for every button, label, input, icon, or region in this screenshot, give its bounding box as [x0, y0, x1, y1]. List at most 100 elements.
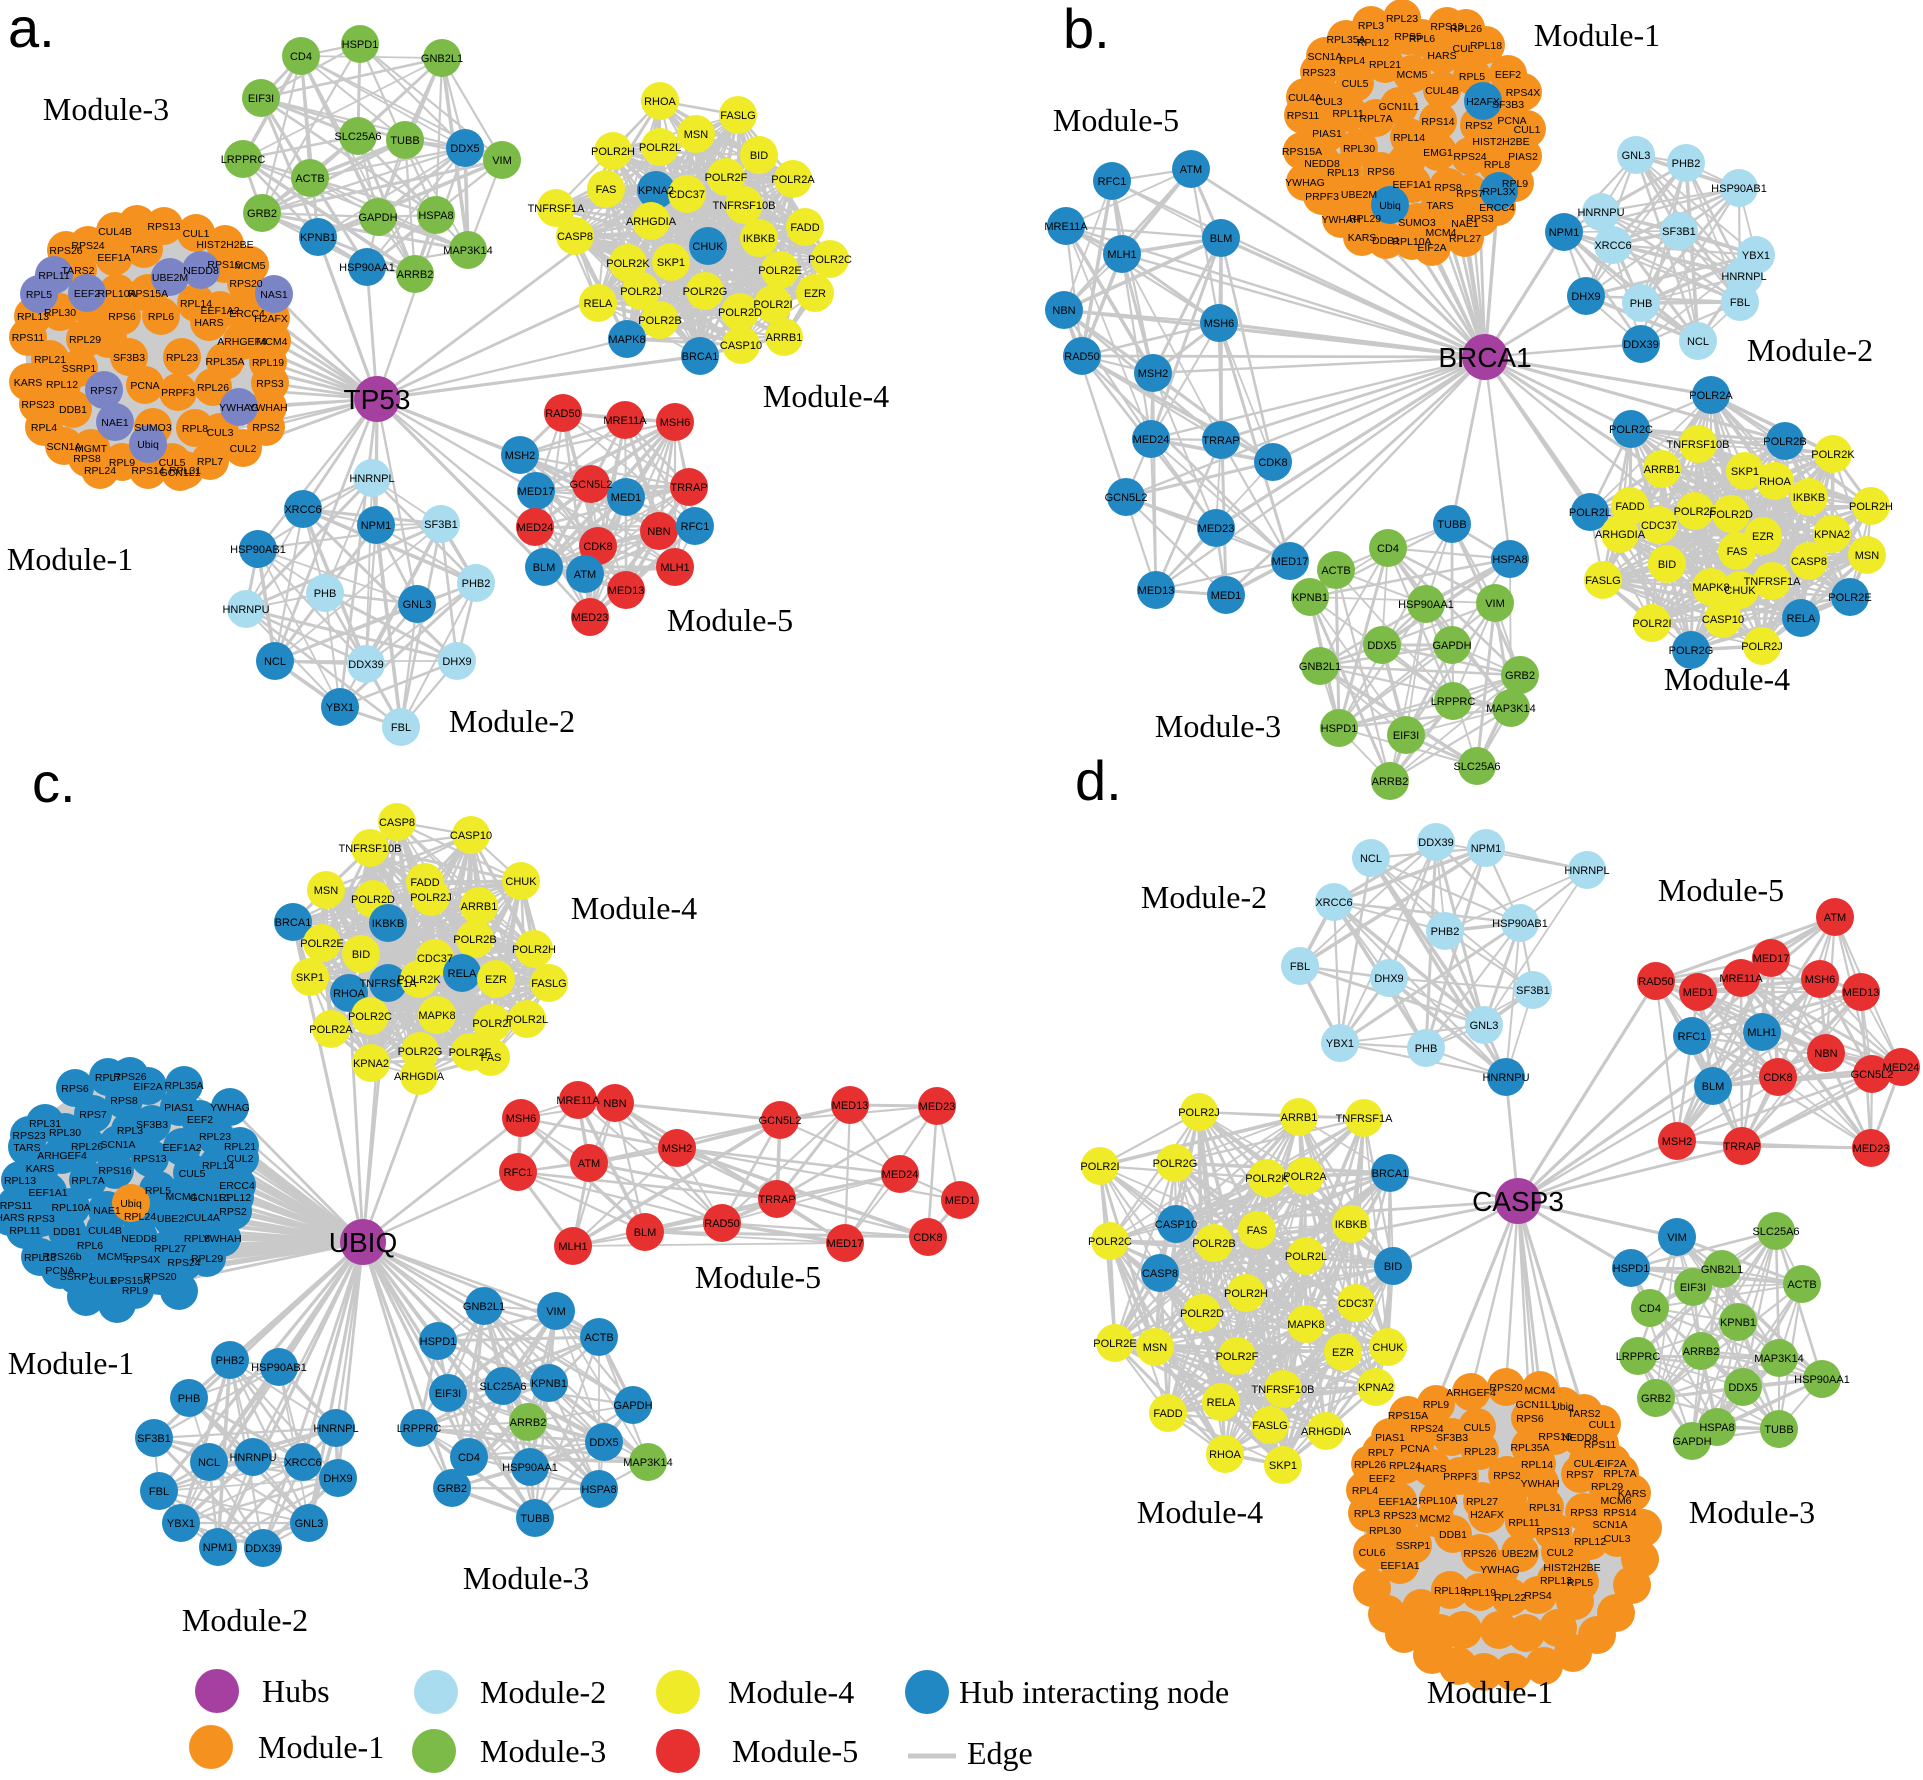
- svg-text:ARHGDIA: ARHGDIA: [626, 216, 677, 228]
- svg-text:GAPDH: GAPDH: [613, 1400, 652, 1412]
- svg-text:RPL30: RPL30: [44, 307, 76, 319]
- svg-text:RPS16: RPS16: [207, 259, 240, 271]
- svg-text:NEDD8: NEDD8: [183, 265, 219, 277]
- svg-text:MAP3K14: MAP3K14: [1486, 703, 1536, 715]
- svg-text:SSRP1: SSRP1: [62, 363, 97, 375]
- svg-text:RPS7: RPS7: [90, 385, 118, 397]
- svg-text:TNFRSF10B: TNFRSF10B: [339, 843, 402, 855]
- svg-text:EIF2A: EIF2A: [1597, 1458, 1626, 1470]
- svg-text:RPL4: RPL4: [1352, 1485, 1378, 1497]
- svg-text:GRB2: GRB2: [247, 208, 277, 220]
- svg-text:RPL12: RPL12: [1357, 37, 1389, 49]
- svg-text:POLR2J: POLR2J: [410, 892, 452, 904]
- svg-text:NAE1: NAE1: [101, 417, 129, 429]
- svg-text:POLR2F: POLR2F: [449, 1047, 492, 1059]
- svg-text:MCM6: MCM6: [1601, 1495, 1632, 1507]
- svg-text:RPS3: RPS3: [27, 1213, 55, 1225]
- svg-text:MSH6: MSH6: [506, 1113, 537, 1125]
- svg-text:YBX1: YBX1: [1742, 250, 1770, 262]
- svg-text:RPL3: RPL3: [117, 1125, 143, 1137]
- svg-text:CUL4A: CUL4A: [186, 1212, 220, 1224]
- svg-text:RPL7: RPL7: [95, 1072, 121, 1084]
- svg-text:EEF2: EEF2: [1495, 69, 1521, 81]
- svg-text:RAD50: RAD50: [704, 1218, 739, 1230]
- svg-text:RPL9: RPL9: [1502, 178, 1528, 190]
- svg-text:SSRP1: SSRP1: [60, 1271, 95, 1283]
- svg-text:BRCA1: BRCA1: [275, 917, 312, 929]
- svg-text:Module-2: Module-2: [449, 703, 575, 739]
- svg-text:ERCC4: ERCC4: [1479, 202, 1515, 214]
- svg-text:RPS13: RPS13: [133, 1153, 166, 1165]
- svg-text:GCN5L2: GCN5L2: [759, 1115, 802, 1127]
- svg-text:NPM1: NPM1: [203, 1542, 234, 1554]
- svg-text:TARS2: TARS2: [61, 265, 94, 277]
- svg-text:EEF2: EEF2: [1369, 1473, 1395, 1485]
- svg-text:KARS: KARS: [1348, 232, 1377, 244]
- svg-text:NAS1: NAS1: [260, 289, 288, 301]
- svg-text:RAD50: RAD50: [1638, 976, 1673, 988]
- svg-text:RPL7A: RPL7A: [1603, 1468, 1636, 1480]
- svg-text:RPS24: RPS24: [167, 1257, 200, 1269]
- svg-text:EZR: EZR: [485, 974, 507, 986]
- svg-text:HSP90AA1: HSP90AA1: [502, 1462, 558, 1474]
- svg-text:POLR2F: POLR2F: [705, 172, 748, 184]
- svg-text:CDC37: CDC37: [669, 189, 705, 201]
- svg-text:RPL26: RPL26: [1450, 23, 1482, 35]
- svg-text:YWHAH: YWHAH: [1520, 1478, 1559, 1490]
- svg-text:MSH6: MSH6: [660, 417, 691, 429]
- svg-text:CDK8: CDK8: [1258, 457, 1287, 469]
- svg-text:XRCC6: XRCC6: [1315, 897, 1352, 909]
- svg-text:YWHAG: YWHAG: [1285, 177, 1325, 189]
- svg-text:RPL7A: RPL7A: [71, 1175, 104, 1187]
- svg-text:RPL13: RPL13: [1327, 167, 1359, 179]
- svg-text:RPL11: RPL11: [9, 1225, 40, 1237]
- svg-text:RPL6: RPL6: [1409, 33, 1435, 45]
- svg-text:NCL: NCL: [1360, 853, 1382, 865]
- svg-text:ACTB: ACTB: [584, 1332, 613, 1344]
- svg-text:HARS: HARS: [0, 1212, 25, 1224]
- svg-text:NBN: NBN: [603, 1098, 626, 1110]
- svg-text:H2AFX: H2AFX: [1470, 1509, 1504, 1521]
- svg-text:RPL7A: RPL7A: [1359, 113, 1392, 125]
- svg-text:MLH1: MLH1: [558, 1241, 587, 1253]
- svg-text:TRRAP: TRRAP: [670, 482, 707, 494]
- svg-text:RPS14: RPS14: [1421, 116, 1454, 128]
- svg-text:MSN: MSN: [684, 129, 709, 141]
- svg-text:HSPA8: HSPA8: [1492, 554, 1527, 566]
- svg-text:RPL29: RPL29: [1591, 1481, 1623, 1493]
- svg-text:POLR2H: POLR2H: [591, 146, 635, 158]
- svg-text:PHB: PHB: [178, 1393, 201, 1405]
- svg-text:MED24: MED24: [517, 522, 554, 534]
- svg-text:BLM: BLM: [634, 1227, 657, 1239]
- svg-text:ARRB1: ARRB1: [461, 901, 498, 913]
- svg-text:HSPD1: HSPD1: [420, 1336, 457, 1348]
- svg-text:VIM: VIM: [492, 155, 512, 167]
- svg-text:ERCC4: ERCC4: [229, 308, 265, 320]
- svg-text:ARRB2: ARRB2: [1372, 776, 1409, 788]
- svg-text:RPL26: RPL26: [197, 382, 229, 394]
- svg-text:RPS3: RPS3: [1466, 213, 1494, 225]
- svg-text:RPS4X: RPS4X: [126, 1254, 160, 1266]
- svg-text:HNRNPU: HNRNPU: [1482, 1072, 1529, 1084]
- svg-text:MED17: MED17: [1753, 953, 1790, 965]
- svg-text:HNRNPU: HNRNPU: [229, 1452, 276, 1464]
- svg-text:XRCC6: XRCC6: [284, 504, 321, 516]
- svg-text:a.: a.: [8, 0, 55, 59]
- svg-text:POLR2A: POLR2A: [771, 174, 815, 186]
- svg-text:MSH6: MSH6: [1805, 974, 1836, 986]
- svg-text:HIST2H2BE: HIST2H2BE: [196, 239, 253, 251]
- svg-text:PCNA: PCNA: [130, 380, 159, 392]
- svg-text:POLR2L: POLR2L: [506, 1014, 548, 1026]
- svg-text:DDX5: DDX5: [1367, 640, 1396, 652]
- svg-text:POLR2B: POLR2B: [1763, 436, 1806, 448]
- svg-text:MED23: MED23: [1198, 523, 1235, 535]
- svg-text:CUL4B: CUL4B: [98, 226, 132, 238]
- svg-text:POLR2C: POLR2C: [348, 1011, 392, 1023]
- svg-text:RPL6: RPL6: [148, 311, 174, 323]
- svg-text:Hub interacting node: Hub interacting node: [959, 1674, 1229, 1710]
- svg-text:HARS: HARS: [1427, 50, 1456, 62]
- svg-text:CHUK: CHUK: [505, 876, 537, 888]
- svg-text:RPL12: RPL12: [46, 379, 78, 391]
- svg-text:POLR2A: POLR2A: [309, 1024, 353, 1036]
- svg-text:GNL3: GNL3: [1622, 150, 1651, 162]
